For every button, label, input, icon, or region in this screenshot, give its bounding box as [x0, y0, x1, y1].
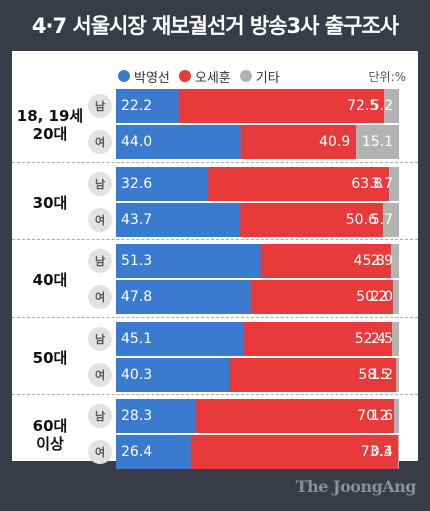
- data-label: 73.3: [360, 444, 392, 460]
- bar-park: [116, 321, 244, 356]
- chart-title: 4·7 서울시장 재보궐선거 방송3사 출구조사: [31, 14, 399, 38]
- bar-oh: [251, 280, 394, 314]
- bar-oh: [230, 357, 396, 392]
- gender-badge: 남: [88, 94, 112, 118]
- bar-park: [116, 166, 209, 201]
- bar-other: [395, 357, 399, 392]
- data-label: 3.7: [370, 175, 393, 192]
- bar-oh: [196, 399, 395, 433]
- bar-park: [116, 399, 196, 433]
- legend-item: 박영선: [118, 67, 170, 86]
- data-label: 51.3: [121, 253, 153, 269]
- group-label: 50대: [32, 348, 68, 367]
- bar-other: [382, 202, 399, 237]
- bar-other: [394, 399, 399, 433]
- bar-oh: [243, 321, 392, 356]
- data-label: 5.7: [370, 211, 393, 228]
- bar-oh: [239, 202, 383, 237]
- data-label: 26.4: [121, 444, 153, 460]
- bar-park: [116, 89, 179, 123]
- data-label: 0.4: [370, 444, 393, 460]
- legend-swatch: [239, 70, 252, 82]
- gender-badge: 여: [88, 362, 112, 387]
- legend-label: 오세훈: [194, 70, 231, 86]
- data-label: 43.7: [121, 211, 153, 228]
- bar-park: [116, 435, 191, 469]
- bar-other: [356, 125, 399, 159]
- bar-oh: [208, 166, 389, 201]
- data-label: 32.6: [121, 175, 153, 192]
- group-separator: [12, 316, 418, 318]
- data-label: 50.6: [345, 211, 377, 228]
- data-label: 70.2: [357, 408, 389, 424]
- data-label: 63.8: [351, 175, 383, 192]
- group-label: 40대: [32, 271, 68, 289]
- bar-park: [116, 357, 231, 392]
- legend-label: 박영선: [134, 70, 170, 86]
- data-label: 5.2: [370, 98, 393, 114]
- legend-swatch: [178, 70, 191, 82]
- data-label: 28.3: [121, 408, 153, 424]
- legend-item: 기타: [239, 67, 280, 86]
- gender-badge: 여: [88, 207, 112, 232]
- gender-badge: 여: [88, 440, 112, 464]
- legend-swatch: [118, 70, 130, 82]
- data-label: 45.8: [353, 253, 385, 269]
- data-label: 47.8: [121, 289, 153, 305]
- data-label: 2.5: [370, 330, 393, 347]
- gender-badge: 남: [88, 404, 112, 428]
- data-label: 22.2: [121, 98, 153, 114]
- data-label: 1.2: [370, 366, 393, 383]
- bar-other: [391, 321, 399, 356]
- bar-oh: [240, 125, 357, 159]
- group-separator: [12, 394, 418, 395]
- legend: 박영선 오세훈 기타: [118, 67, 289, 86]
- data-label: 2.0: [370, 289, 393, 305]
- bar-park: [116, 202, 240, 237]
- data-label: 52.4: [354, 330, 386, 347]
- gender-badge: 남: [88, 171, 112, 196]
- group-label: 30대: [32, 193, 68, 212]
- data-label: 50.2: [356, 289, 388, 305]
- gender-badge: 여: [88, 285, 112, 309]
- gender-badge: 남: [88, 249, 112, 273]
- data-label: 40.3: [121, 366, 153, 383]
- data-label: 45.1: [121, 330, 153, 347]
- bar-other: [397, 435, 399, 469]
- bar-oh: [190, 435, 398, 469]
- bar-park: [116, 125, 241, 159]
- data-label: 2.9: [370, 253, 393, 269]
- bar-other: [390, 244, 399, 278]
- bar-park: [116, 244, 262, 278]
- data-label: 58.5: [358, 366, 390, 383]
- data-label: 1.6: [370, 408, 393, 424]
- bar-other: [388, 166, 399, 201]
- bar-other: [393, 280, 399, 314]
- legend-item: 오세훈: [178, 67, 231, 86]
- bar-park: [116, 280, 252, 314]
- bar-oh: [178, 89, 385, 123]
- bar-oh: [261, 244, 391, 278]
- legend-label: 기타: [255, 70, 280, 86]
- brand-logo: The JoongAng: [295, 477, 417, 496]
- data-label: 72.5: [347, 98, 379, 114]
- group-separator: [12, 161, 418, 163]
- data-label: 40.9: [319, 134, 351, 150]
- bar-other: [384, 89, 399, 123]
- group-label: 18, 19세 20대: [16, 107, 84, 143]
- data-label: 44.0: [121, 134, 153, 150]
- unit-label: 단위:%: [368, 70, 406, 84]
- gender-badge: 남: [88, 326, 112, 351]
- data-label: 15.1: [361, 134, 393, 150]
- gender-badge: 여: [88, 130, 112, 154]
- group-label: 60대 이상: [32, 417, 68, 453]
- group-separator: [12, 239, 418, 240]
